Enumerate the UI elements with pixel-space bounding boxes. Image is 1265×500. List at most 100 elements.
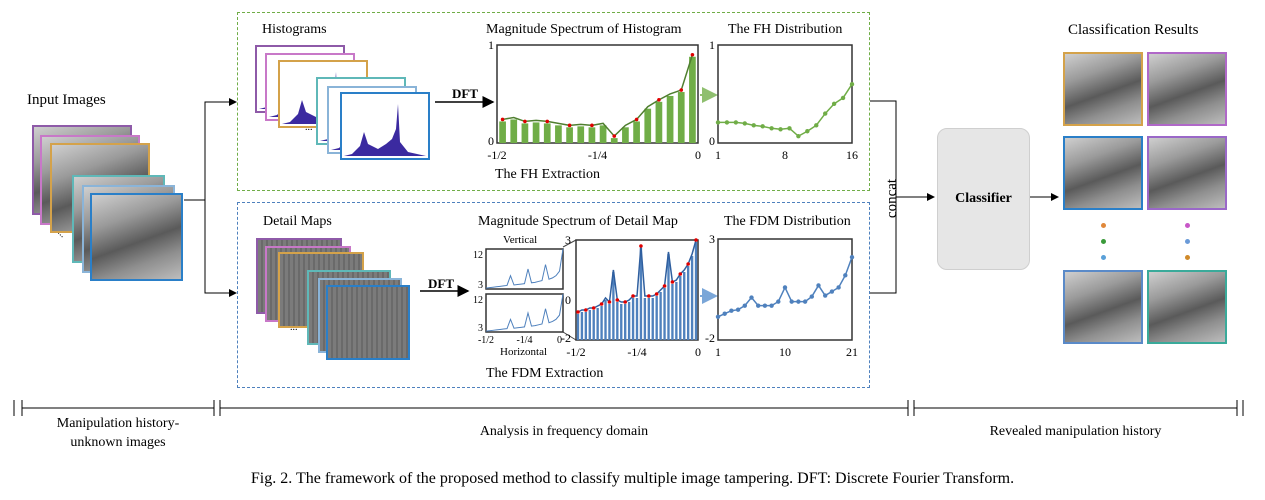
- fh-extraction-label: The FH Extraction: [495, 167, 600, 182]
- x-tick-label: 8: [782, 148, 788, 162]
- stage-label-revealed: Revealed manipulation history: [989, 424, 1162, 439]
- bar: [566, 127, 573, 143]
- sample-point: [607, 300, 612, 304]
- x-tick-label: -1/2: [478, 335, 494, 346]
- stage-label-analysis: Analysis in frequency domain: [479, 424, 649, 439]
- bar: [633, 121, 640, 143]
- bar: [647, 298, 650, 340]
- y-tick-label: 12: [473, 295, 483, 306]
- data-point: [733, 120, 739, 125]
- series-line: [485, 293, 564, 332]
- y-tick-label: 1: [709, 38, 715, 52]
- fdm-dft-label: DFT: [428, 276, 454, 291]
- data-point: [796, 133, 801, 139]
- classifier-block: Classifier: [937, 128, 1030, 270]
- fdm-extraction-label: The FDM Extraction: [486, 366, 604, 381]
- bar: [592, 310, 595, 340]
- sample-point: [584, 308, 588, 312]
- data-point: [805, 129, 810, 134]
- data-point: [814, 123, 819, 128]
- data-point: [823, 111, 828, 116]
- sample-point: [694, 238, 698, 242]
- sample-point: [576, 310, 580, 314]
- bar: [596, 308, 599, 340]
- data-point: [831, 101, 837, 106]
- sample-point: [679, 88, 684, 92]
- fh-distribution-title: The FH Distribution: [728, 22, 843, 37]
- sample-point: [634, 117, 639, 122]
- data-point: [769, 126, 774, 131]
- y-tick-label: -2: [705, 331, 715, 345]
- sample-point: [654, 292, 659, 296]
- bar: [604, 300, 607, 340]
- result-image: [1147, 270, 1227, 344]
- fdm-vertical-chart: 3 12: [473, 248, 564, 291]
- sample-point: [690, 52, 695, 57]
- bar: [671, 284, 674, 340]
- data-point: [829, 289, 835, 294]
- y-tick-label: 3: [709, 232, 715, 246]
- data-point: [816, 283, 821, 288]
- bar: [689, 56, 696, 143]
- y-tick-label: 3: [478, 280, 483, 291]
- data-point: [823, 293, 828, 298]
- data-point: [742, 121, 747, 126]
- data-point: [715, 120, 721, 125]
- x-tick-label: 1: [715, 148, 721, 162]
- bar: [675, 282, 678, 340]
- result-image: [1147, 136, 1227, 210]
- sample-point: [612, 134, 617, 138]
- data-point: [756, 303, 761, 308]
- bar: [659, 292, 662, 340]
- bar: [666, 95, 674, 143]
- fdm-horizontal-chart: 3 12 -1/2 -1/4 0: [473, 293, 564, 346]
- fh-spectrum-chart: 0 1 -1/2 -1/4 0: [487, 38, 701, 162]
- bar: [532, 122, 540, 143]
- sample-point: [591, 306, 596, 310]
- y-tick-label: 1: [488, 38, 494, 52]
- bar: [663, 288, 666, 340]
- ellipsis-dot: [1185, 239, 1190, 244]
- sample-point: [678, 272, 683, 276]
- sample-point: [662, 284, 667, 288]
- x-tick-label: -1/4: [627, 345, 646, 359]
- detail-maps-label: Detail Maps: [263, 214, 332, 229]
- data-point: [751, 123, 756, 128]
- sample-point: [590, 123, 594, 128]
- y-tick-label: 3: [565, 233, 571, 247]
- input-image: [90, 193, 183, 281]
- data-point: [836, 285, 841, 290]
- sample-point: [623, 300, 627, 304]
- bar: [584, 312, 588, 340]
- sample-point: [647, 294, 651, 298]
- bar: [620, 304, 623, 340]
- bar: [600, 306, 603, 340]
- sample-point: [686, 262, 690, 266]
- fdm-distribution-chart: 3 -21 10 21: [705, 232, 858, 359]
- data-point: [809, 294, 814, 299]
- bar: [608, 304, 611, 340]
- x-tick-label: 10: [779, 345, 791, 359]
- data-point: [789, 299, 794, 304]
- data-point: [722, 311, 727, 316]
- sample-point: [657, 98, 661, 102]
- ellipsis-dot: [1185, 223, 1190, 228]
- bar: [679, 276, 682, 340]
- data-point: [843, 273, 848, 278]
- y-tick-label: 0: [565, 293, 571, 307]
- fh-extraction-panel: [237, 12, 870, 191]
- bar: [690, 256, 694, 340]
- chart-frame: [485, 293, 564, 333]
- fh-spectrum-title: Magnitude Spectrum of Histogram: [486, 22, 682, 37]
- data-point: [840, 95, 846, 101]
- x-tick-label: 16: [846, 148, 858, 162]
- bar: [683, 272, 686, 340]
- fh-dft-label: DFT: [452, 86, 478, 101]
- fdm-spectrum-title: Magnitude Spectrum of Detail Map: [478, 214, 678, 229]
- bar: [667, 254, 670, 340]
- stage-label-unknown: Manipulation history- unknown images: [56, 416, 180, 450]
- detail-map-image: [326, 285, 410, 360]
- result-image: [1063, 136, 1143, 210]
- bar: [510, 119, 518, 143]
